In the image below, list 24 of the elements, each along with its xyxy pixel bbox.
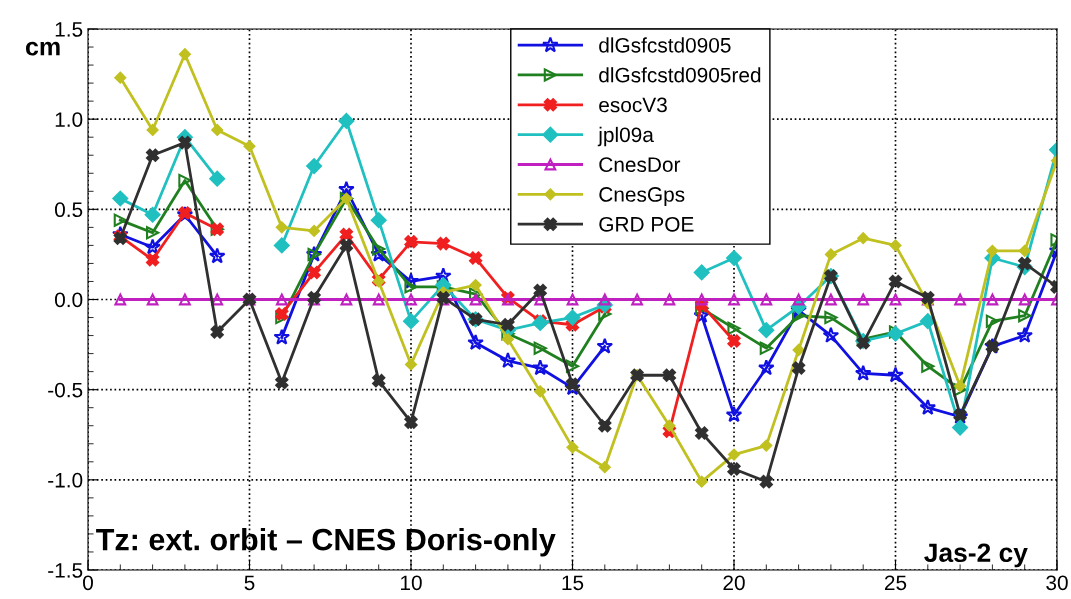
legend-label: esocV3 bbox=[599, 97, 667, 113]
legend-label: dlGsfcstd0905 bbox=[599, 37, 731, 53]
x-axis-title: Jas-2 cy bbox=[924, 543, 1028, 568]
x-tick-label: 10 bbox=[401, 575, 422, 591]
x-tick-label: 0 bbox=[83, 575, 93, 591]
x-tick-label: 20 bbox=[723, 575, 745, 591]
x-tick-label: 5 bbox=[244, 575, 255, 591]
annotation: Tz: ext. orbit – CNES Doris-only bbox=[96, 527, 556, 557]
y-tick-label: -1.0 bbox=[48, 472, 83, 488]
x-tick-label: 15 bbox=[562, 575, 584, 591]
y-tick-label: 0.0 bbox=[54, 292, 83, 308]
legend-label: dlGsfcstd0905red bbox=[599, 67, 761, 83]
y-axis-title: cm bbox=[25, 41, 60, 56]
x-tick-label: 30 bbox=[1046, 575, 1068, 591]
legend-label: GRD POE bbox=[599, 216, 694, 232]
y-tick-label: 1.5 bbox=[55, 22, 83, 37]
legend-label: CnesGps bbox=[599, 187, 685, 206]
legend-label: CnesDor bbox=[599, 157, 681, 172]
legend-label: jpl09a bbox=[597, 126, 654, 147]
y-tick-label: -0.5 bbox=[48, 382, 83, 398]
y-tick-label: 0.5 bbox=[54, 202, 83, 218]
y-tick-label: 1.0 bbox=[55, 112, 83, 127]
y-tick-label: -1.5 bbox=[48, 563, 83, 578]
x-tick-label: 25 bbox=[884, 575, 907, 591]
